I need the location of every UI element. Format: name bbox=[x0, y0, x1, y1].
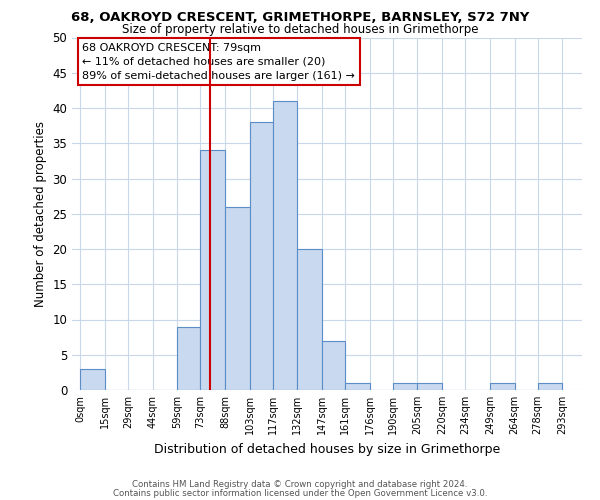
X-axis label: Distribution of detached houses by size in Grimethorpe: Distribution of detached houses by size … bbox=[154, 442, 500, 456]
Y-axis label: Number of detached properties: Number of detached properties bbox=[34, 120, 47, 306]
Text: Size of property relative to detached houses in Grimethorpe: Size of property relative to detached ho… bbox=[122, 22, 478, 36]
Bar bbox=[225, 206, 250, 390]
Bar bbox=[490, 383, 515, 390]
Bar bbox=[298, 249, 322, 390]
Bar bbox=[250, 122, 273, 390]
Bar bbox=[80, 369, 105, 390]
Bar bbox=[418, 383, 442, 390]
Bar bbox=[538, 383, 562, 390]
Text: Contains HM Land Registry data © Crown copyright and database right 2024.: Contains HM Land Registry data © Crown c… bbox=[132, 480, 468, 489]
Text: 68, OAKROYD CRESCENT, GRIMETHORPE, BARNSLEY, S72 7NY: 68, OAKROYD CRESCENT, GRIMETHORPE, BARNS… bbox=[71, 11, 529, 24]
Bar bbox=[273, 101, 298, 390]
Text: 68 OAKROYD CRESCENT: 79sqm
← 11% of detached houses are smaller (20)
89% of semi: 68 OAKROYD CRESCENT: 79sqm ← 11% of deta… bbox=[82, 43, 355, 81]
Bar bbox=[177, 326, 200, 390]
Bar bbox=[393, 383, 418, 390]
Text: Contains public sector information licensed under the Open Government Licence v3: Contains public sector information licen… bbox=[113, 488, 487, 498]
Bar bbox=[200, 150, 225, 390]
Bar bbox=[322, 340, 345, 390]
Bar bbox=[345, 383, 370, 390]
